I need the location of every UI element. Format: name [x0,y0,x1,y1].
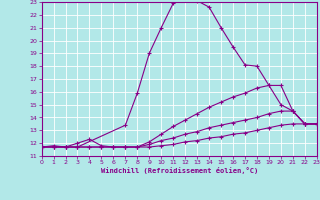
X-axis label: Windchill (Refroidissement éolien,°C): Windchill (Refroidissement éolien,°C) [100,167,258,174]
